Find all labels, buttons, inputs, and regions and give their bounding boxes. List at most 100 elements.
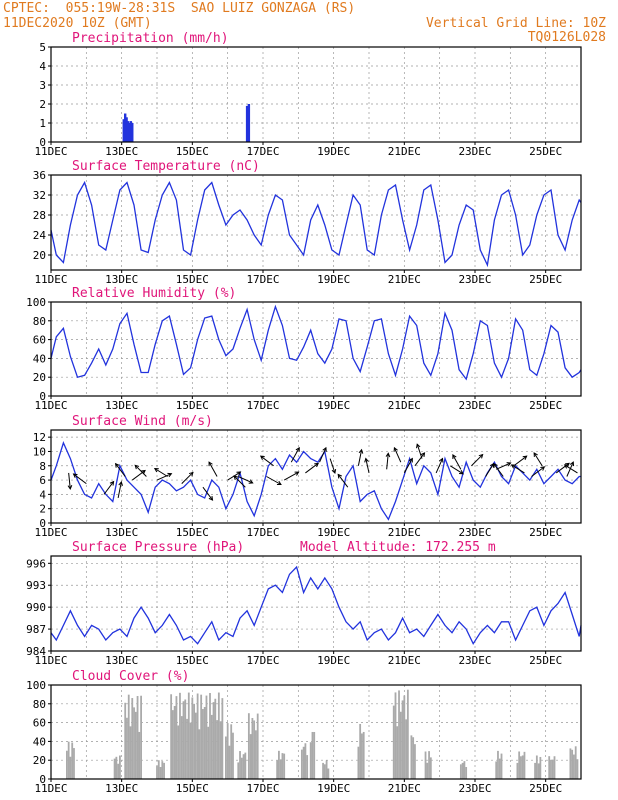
wind-arrow	[533, 452, 543, 467]
cloud-bar	[401, 700, 404, 779]
wind-arrow-head	[236, 471, 242, 476]
cloud-bar	[323, 764, 326, 779]
cloud-bar	[309, 742, 312, 779]
wind-arrow	[103, 481, 114, 495]
cloud-bar	[361, 733, 363, 779]
precip-bar	[245, 105, 249, 142]
wind-arrow-head	[141, 469, 146, 475]
wind-arrow	[393, 447, 402, 463]
panel-title: Surface Pressure (hPa)	[72, 540, 244, 555]
cloud-bar	[255, 730, 257, 779]
cloud-bar	[210, 714, 213, 779]
wind-arrow-head	[322, 446, 327, 452]
x-tick-label: 13DEC	[105, 273, 138, 286]
cloud-bar	[426, 762, 429, 779]
x-tick-label: 19DEC	[317, 654, 350, 667]
wind-arrow	[513, 455, 527, 467]
cloud-bar	[569, 748, 572, 779]
panel-frame	[50, 429, 582, 524]
wind-arrow	[181, 472, 194, 485]
cloud-bar	[177, 725, 180, 779]
cloud-bar	[574, 746, 577, 779]
y-tick-label: 984	[26, 645, 46, 658]
cloud-bar	[207, 726, 210, 779]
cloud-bar	[406, 689, 409, 779]
y-tick-label: 24	[33, 229, 47, 242]
cloud-bar	[461, 762, 464, 779]
wind-arrow-head	[493, 462, 498, 468]
wind-arrow-head	[114, 462, 120, 468]
x-tick-label: 21DEC	[388, 145, 421, 158]
wind-arrow	[452, 454, 462, 470]
wind-arrow-head	[569, 461, 575, 467]
cloud-bar	[463, 761, 466, 779]
panel-frame	[50, 301, 582, 397]
y-tick-label: 6	[39, 474, 46, 487]
wind-arrow	[266, 476, 282, 485]
x-tick-label: 13DEC	[105, 654, 138, 667]
x-tick-label: 25DEC	[529, 273, 562, 286]
wind-arrow-head	[522, 455, 528, 461]
cloud-bar	[138, 731, 141, 779]
y-tick-label: 1	[39, 117, 46, 130]
cloud-bar	[327, 768, 330, 779]
cloud-bar	[520, 756, 522, 779]
x-tick-label: 19DEC	[317, 145, 350, 158]
panel-title: Surface Wind (m/s)	[72, 414, 213, 429]
y-tick-label: 4	[39, 60, 46, 73]
panel-frame	[50, 46, 582, 143]
cloud-bar	[396, 726, 399, 779]
panel-1	[48, 174, 582, 273]
y-tick-label: 100	[26, 296, 46, 309]
cloud-bar	[163, 762, 165, 779]
x-tick-label: 15DEC	[176, 654, 209, 667]
y-tick-label: 36	[33, 169, 46, 182]
cloud-bar	[140, 695, 142, 779]
wind-arrow	[471, 454, 484, 467]
y-tick-label: 4	[39, 488, 46, 501]
precip-bar	[129, 121, 133, 142]
panel-4	[48, 555, 582, 654]
wind-arrow-head	[134, 464, 140, 470]
cloud-bar	[359, 723, 362, 779]
wind-arrow	[305, 462, 319, 474]
cloud-bar	[553, 756, 556, 779]
y-tick-label: 2	[39, 503, 46, 516]
panel-0	[48, 46, 582, 145]
cloud-bar	[500, 753, 503, 779]
wind-arrow-head	[248, 479, 254, 484]
x-tick-label: 19DEC	[317, 273, 350, 286]
cloud-bar	[300, 749, 303, 779]
x-tick-label: 11DEC	[34, 782, 67, 795]
panel-frame	[50, 684, 582, 780]
y-tick-label: 32	[33, 189, 46, 202]
wind-arrow-head	[510, 464, 516, 469]
x-tick-label: 19DEC	[317, 399, 350, 412]
cloud-bar	[279, 759, 282, 779]
x-tick-label: 23DEC	[458, 399, 491, 412]
x-tick-label: 15DEC	[176, 145, 209, 158]
x-tick-label: 23DEC	[458, 273, 491, 286]
wind-arrow-head	[459, 470, 464, 475]
x-tick-label: 17DEC	[246, 273, 279, 286]
wind-arrow-head	[478, 453, 484, 459]
series-line	[50, 565, 582, 646]
precip-bar	[126, 121, 130, 142]
cloud-bar	[156, 765, 158, 779]
cloud-bar	[196, 693, 199, 779]
cloud-bar	[518, 751, 521, 779]
cloud-bar	[126, 717, 128, 779]
y-tick-label: 0	[39, 390, 46, 403]
cloud-bar	[191, 697, 194, 779]
cloud-bar	[410, 735, 413, 779]
cloud-bar	[304, 743, 307, 779]
y-tick-label: 990	[26, 601, 46, 614]
cloud-bar	[244, 752, 247, 779]
y-tick-label: 996	[26, 557, 46, 570]
cloud-bar	[403, 695, 406, 779]
wind-arrow	[403, 458, 413, 474]
cloud-bar	[247, 713, 250, 779]
cloud-bar	[173, 706, 176, 779]
cloud-bar	[175, 696, 178, 779]
cloud-bar	[198, 729, 201, 779]
